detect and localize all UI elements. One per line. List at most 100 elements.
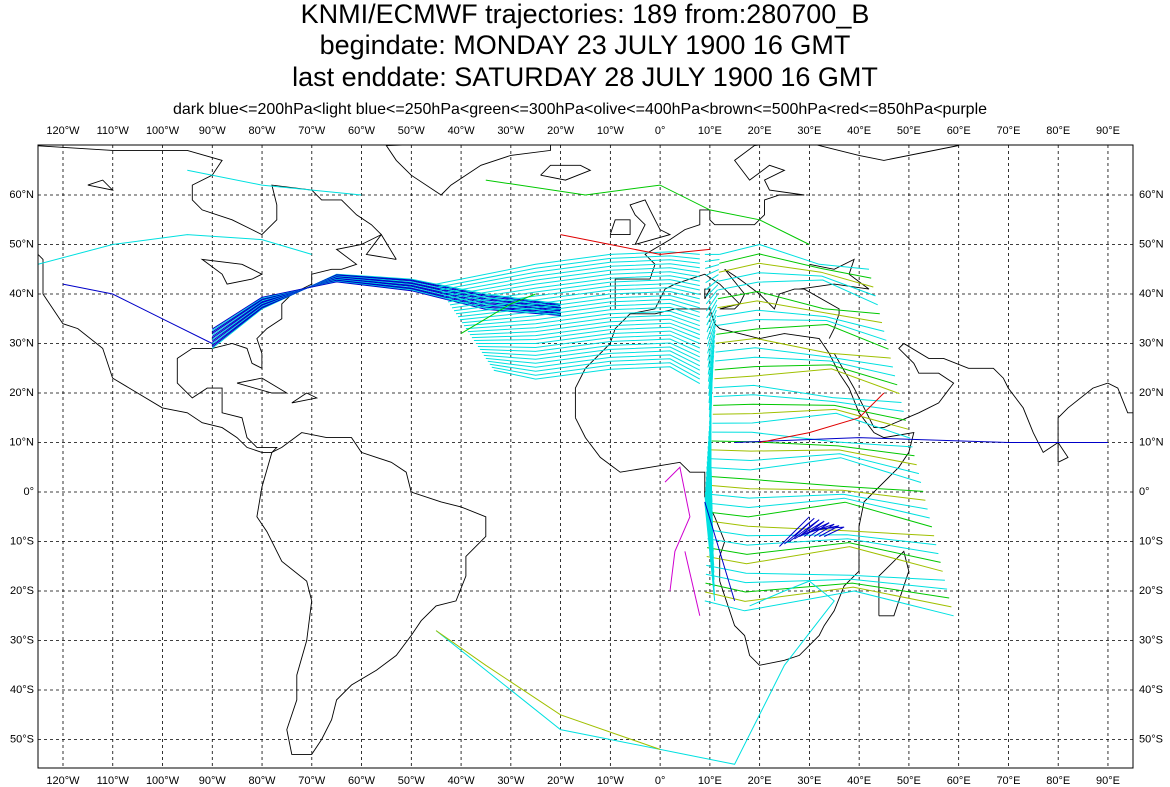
trajectory bbox=[707, 542, 941, 563]
lat-label: 20°N bbox=[9, 387, 34, 399]
trajectory bbox=[716, 319, 887, 341]
trajectory bbox=[38, 234, 312, 265]
trajectory bbox=[491, 362, 701, 380]
trajectory bbox=[713, 403, 907, 421]
map-frame bbox=[37, 144, 1134, 769]
coastline bbox=[200, 258, 263, 285]
trajectory bbox=[705, 294, 718, 312]
trajectory bbox=[718, 279, 878, 306]
lon-label: 70°E bbox=[996, 125, 1020, 137]
lon-label: 110°W bbox=[97, 775, 130, 787]
lon-label: 80°W bbox=[249, 125, 277, 137]
lat-label: 50°S bbox=[1139, 733, 1163, 745]
lon-label: 70°W bbox=[298, 775, 326, 787]
trajectory bbox=[734, 437, 1108, 443]
trajectory bbox=[457, 294, 700, 318]
trajectory bbox=[435, 630, 661, 750]
trajectory bbox=[707, 538, 939, 555]
trajectory bbox=[707, 340, 715, 375]
coastline bbox=[629, 199, 672, 245]
lon-label: 20°W bbox=[547, 125, 575, 137]
trajectory bbox=[705, 486, 715, 580]
lat-label: 30°S bbox=[1139, 634, 1163, 646]
lon-label: 60°E bbox=[947, 775, 971, 787]
trajectory bbox=[717, 290, 880, 315]
coastline bbox=[609, 219, 631, 236]
trajectory bbox=[709, 493, 928, 510]
trajectory bbox=[714, 368, 900, 395]
lon-label: 100°W bbox=[146, 125, 180, 137]
coastline bbox=[256, 432, 487, 755]
lat-label: 10°S bbox=[1139, 535, 1163, 547]
lat-label: 30°S bbox=[10, 634, 34, 646]
lat-label: 40°N bbox=[9, 288, 34, 300]
trajectory bbox=[460, 293, 536, 335]
trajectory bbox=[706, 564, 945, 581]
title-line: last enddate: SATURDAY 28 JULY 1900 16 G… bbox=[292, 62, 878, 92]
lon-label: 40°E bbox=[847, 125, 871, 137]
coastline bbox=[1057, 441, 1069, 463]
trajectory bbox=[705, 284, 719, 298]
trajectory bbox=[435, 580, 835, 765]
trajectory bbox=[211, 277, 561, 339]
trajectory bbox=[664, 466, 691, 592]
trajectory bbox=[211, 280, 561, 332]
trajectory bbox=[440, 259, 700, 291]
trajectory bbox=[716, 323, 889, 350]
trajectory bbox=[707, 324, 716, 354]
lon-label: 40°W bbox=[448, 775, 476, 787]
trajectory bbox=[465, 310, 700, 330]
coastline bbox=[236, 377, 289, 394]
trajectory bbox=[493, 366, 701, 385]
coastline bbox=[38, 145, 383, 453]
trajectory bbox=[705, 264, 720, 269]
trajectory bbox=[475, 330, 700, 344]
trajectory bbox=[706, 319, 717, 347]
trajectory bbox=[704, 590, 954, 617]
lon-label: 50°W bbox=[398, 125, 426, 137]
lat-label: 10°N bbox=[9, 436, 34, 448]
coastline bbox=[87, 179, 114, 191]
trajectory bbox=[62, 283, 213, 344]
trajectory bbox=[710, 476, 924, 492]
trajectory bbox=[718, 272, 876, 297]
trajectory bbox=[489, 358, 701, 376]
coastline bbox=[614, 145, 959, 309]
trajectory bbox=[717, 300, 883, 324]
lon-label: 120°W bbox=[46, 125, 80, 137]
trajectory bbox=[704, 501, 736, 602]
lon-label: 90°W bbox=[199, 125, 227, 137]
trajectory bbox=[705, 279, 719, 291]
lon-label: 30°E bbox=[797, 125, 821, 137]
lat-label: 40°S bbox=[1139, 684, 1163, 696]
trajectory bbox=[719, 243, 870, 270]
trajectory bbox=[455, 290, 700, 315]
lat-label: 60°N bbox=[9, 189, 34, 201]
lon-label: 60°E bbox=[947, 125, 971, 137]
trajectory bbox=[706, 304, 718, 326]
lat-label: 50°N bbox=[9, 238, 34, 250]
lon-label: 20°E bbox=[748, 775, 772, 787]
trajectory bbox=[712, 412, 911, 439]
lon-label: 0° bbox=[655, 125, 666, 137]
pressure-legend: dark blue<=200hPa<light blue<=250hPa<gre… bbox=[173, 101, 987, 118]
lon-label: 70°W bbox=[298, 125, 326, 137]
trajectory bbox=[706, 314, 717, 340]
lat-label: 30°N bbox=[9, 337, 34, 349]
trajectory bbox=[467, 314, 700, 333]
trajectory bbox=[779, 516, 810, 547]
lon-label: 70°E bbox=[996, 775, 1020, 787]
coastline bbox=[829, 342, 1133, 454]
lon-label: 0° bbox=[655, 775, 666, 787]
trajectory bbox=[705, 573, 948, 590]
lon-label: 10°E bbox=[698, 775, 722, 787]
trajectory bbox=[447, 275, 700, 303]
trajectory bbox=[789, 519, 820, 542]
coastline bbox=[630, 268, 840, 339]
trajectory bbox=[211, 273, 561, 349]
trajectory bbox=[705, 269, 720, 277]
lat-label: 20°S bbox=[10, 585, 34, 597]
lon-label: 20°W bbox=[547, 775, 575, 787]
map-area bbox=[38, 145, 1133, 768]
